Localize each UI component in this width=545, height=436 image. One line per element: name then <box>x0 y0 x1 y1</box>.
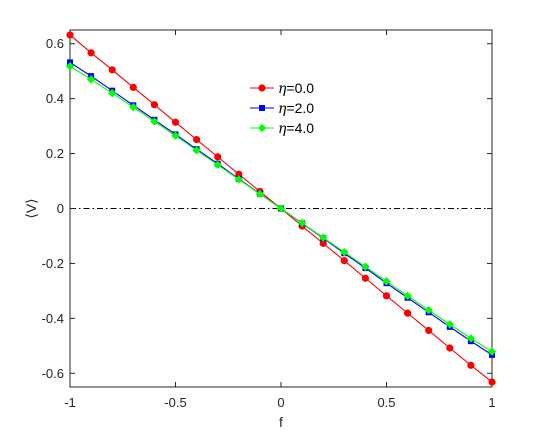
legend-value: =4.0 <box>286 120 314 136</box>
data-point <box>487 347 497 356</box>
data-point <box>276 204 286 213</box>
data-point <box>403 291 412 300</box>
legend-item: η=4.0 <box>250 120 314 137</box>
legend-symbol: η <box>278 81 287 97</box>
legend-label: η=0.0 <box>278 80 314 97</box>
data-point <box>382 277 391 286</box>
y-tick-label: 0.4 <box>46 91 64 106</box>
data-point <box>424 305 433 315</box>
x-axis-label: f <box>279 414 283 430</box>
legend-label: η=4.0 <box>278 120 314 137</box>
legend-value: =0.0 <box>286 80 314 96</box>
data-point <box>86 75 96 84</box>
y-tick-label: -0.6 <box>42 366 64 381</box>
data-point <box>129 83 137 91</box>
y-tick-label: 0 <box>57 201 64 216</box>
x-tick-label: -0.5 <box>164 395 186 410</box>
data-point <box>171 118 180 126</box>
legend-swatch-marker <box>258 84 266 92</box>
data-point <box>466 334 476 343</box>
y-axis-label: ⟨V⟩ <box>23 198 39 218</box>
series-2 <box>65 62 497 356</box>
data-point <box>193 135 201 144</box>
y-tick-label: -0.4 <box>42 311 64 326</box>
data-point <box>214 153 222 161</box>
data-point <box>467 361 475 369</box>
data-point <box>340 257 348 265</box>
data-point <box>150 101 158 109</box>
data-point <box>361 262 370 271</box>
data-point <box>340 247 349 257</box>
legend-symbol: η <box>278 101 287 117</box>
y-tick-label: -0.2 <box>42 256 64 271</box>
y-tick-label: 0.2 <box>46 146 64 161</box>
series-layer <box>65 31 497 386</box>
x-tick-label: 1 <box>488 395 495 410</box>
legend: η=0.0η=2.0η=4.0 <box>250 80 314 137</box>
axis-ticks: -1 -0.5 0 0.5 1 0.6 0.4 0.2 0 -0.2 -0.4 -0.6 <box>42 30 496 410</box>
legend-value: =2.0 <box>286 100 314 116</box>
data-point <box>361 274 369 282</box>
x-tick-label: 0.5 <box>377 395 395 410</box>
data-point <box>234 175 243 184</box>
legend-item: η=2.0 <box>250 100 314 117</box>
data-point <box>192 146 201 155</box>
x-tick-label: -1 <box>64 395 76 410</box>
data-point <box>488 378 496 386</box>
data-point <box>446 344 454 352</box>
data-point <box>297 218 307 228</box>
data-point <box>108 88 117 98</box>
data-point <box>171 131 180 140</box>
y-tick-label: 0.6 <box>46 36 64 51</box>
legend-symbol: η <box>278 121 287 137</box>
data-point <box>150 117 159 126</box>
x-tick-label: 0 <box>277 395 284 410</box>
data-point <box>65 62 75 71</box>
data-point <box>66 31 74 39</box>
data-point <box>319 233 328 242</box>
data-point <box>382 292 391 300</box>
data-point <box>445 320 454 329</box>
data-point <box>403 309 412 317</box>
legend-item: η=0.0 <box>250 80 314 97</box>
data-point <box>425 326 433 335</box>
data-point <box>87 49 95 57</box>
legend-label: η=2.0 <box>278 100 314 117</box>
data-point <box>129 103 138 112</box>
data-point <box>108 66 116 74</box>
legend-swatch-marker <box>257 123 267 133</box>
data-point <box>213 160 222 170</box>
data-point <box>255 189 265 199</box>
legend-swatch-marker <box>258 105 265 112</box>
